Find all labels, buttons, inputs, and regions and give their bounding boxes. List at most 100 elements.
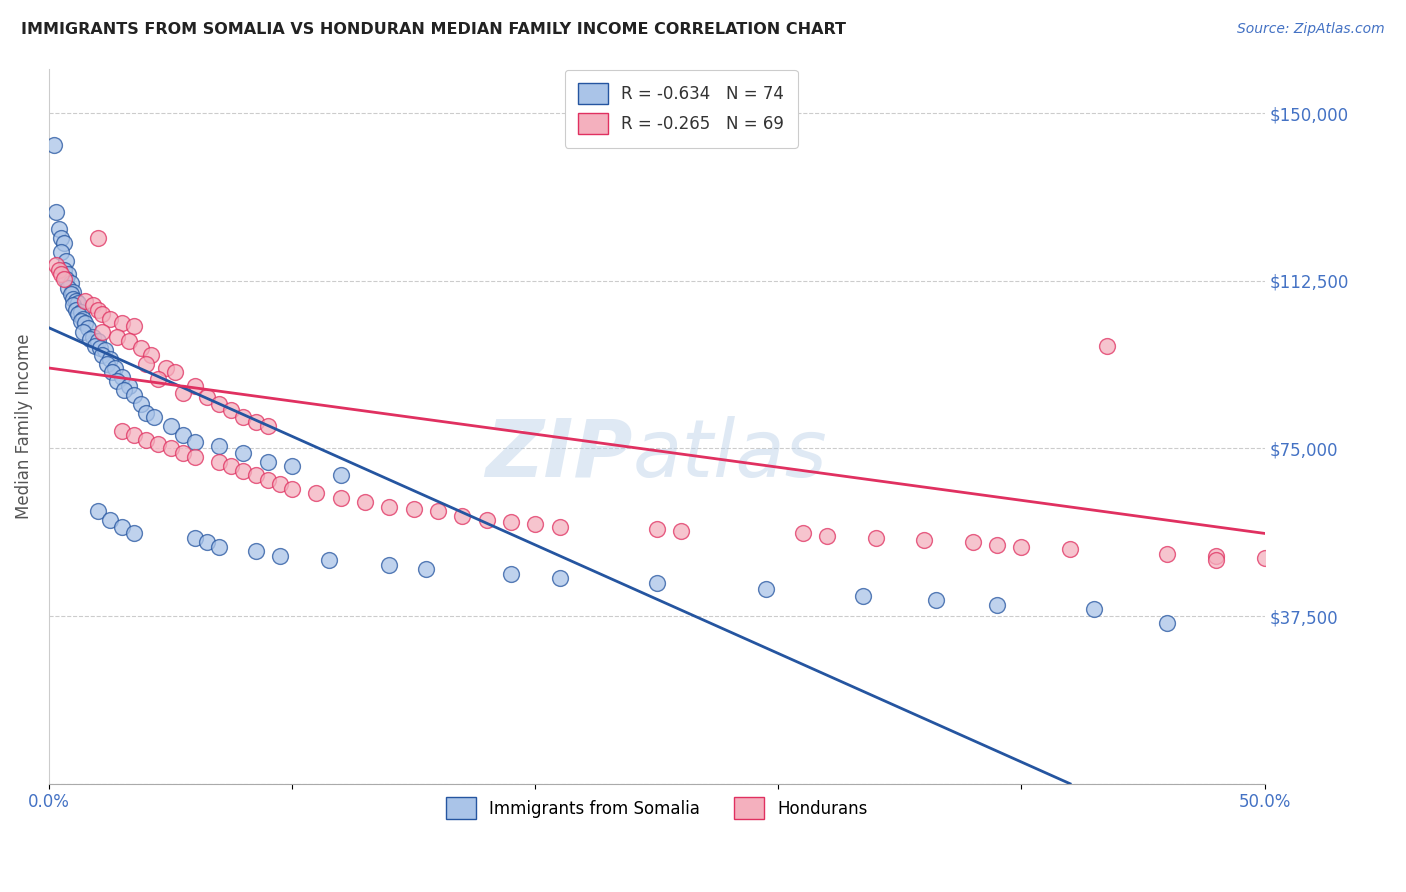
Point	[67, 307, 90, 321]
Point	[52, 235, 75, 250]
Point	[69, 305, 91, 319]
Point	[281, 459, 304, 474]
Point	[89, 341, 111, 355]
Point	[1156, 547, 1178, 561]
Point	[62, 298, 84, 312]
Point	[172, 446, 194, 460]
Point	[65, 302, 87, 317]
Point	[172, 428, 194, 442]
Point	[378, 558, 401, 572]
Point	[69, 314, 91, 328]
Point	[67, 296, 90, 310]
Point	[318, 553, 340, 567]
Point	[49, 267, 72, 281]
Point	[755, 582, 778, 597]
Point	[1011, 540, 1033, 554]
Legend: Immigrants from Somalia, Hondurans: Immigrants from Somalia, Hondurans	[440, 790, 875, 825]
Point	[75, 293, 97, 308]
Point	[111, 519, 134, 533]
Point	[645, 575, 668, 590]
Point	[451, 508, 474, 523]
Point	[499, 515, 522, 529]
Point	[912, 533, 935, 548]
Point	[111, 316, 134, 330]
Point	[104, 361, 127, 376]
Point	[172, 385, 194, 400]
Point	[986, 598, 1008, 612]
Point	[45, 258, 67, 272]
Point	[91, 325, 114, 339]
Point	[184, 434, 207, 449]
Point	[159, 442, 181, 456]
Point	[475, 513, 498, 527]
Point	[58, 267, 80, 281]
Point	[524, 517, 547, 532]
Point	[415, 562, 437, 576]
Point	[221, 403, 243, 417]
Point	[65, 293, 87, 308]
Point	[815, 528, 838, 542]
Point	[118, 334, 141, 349]
Point	[86, 302, 108, 317]
Point	[1156, 615, 1178, 630]
Point	[925, 593, 948, 607]
Point	[79, 332, 101, 346]
Point	[232, 464, 254, 478]
Point	[645, 522, 668, 536]
Text: ZIP: ZIP	[485, 416, 633, 494]
Point	[48, 262, 70, 277]
Point	[62, 292, 84, 306]
Point	[208, 439, 231, 453]
Point	[105, 329, 128, 343]
Point	[1253, 551, 1275, 566]
Point	[86, 231, 108, 245]
Point	[426, 504, 449, 518]
Point	[98, 352, 121, 367]
Point	[221, 459, 243, 474]
Point	[184, 450, 207, 465]
Point	[91, 307, 114, 321]
Point	[52, 262, 75, 277]
Text: IMMIGRANTS FROM SOMALIA VS HONDURAN MEDIAN FAMILY INCOME CORRELATION CHART: IMMIGRANTS FROM SOMALIA VS HONDURAN MEDI…	[21, 22, 846, 37]
Point	[245, 544, 267, 558]
Point	[232, 410, 254, 425]
Point	[101, 366, 124, 380]
Point	[42, 137, 65, 152]
Point	[91, 348, 114, 362]
Point	[1083, 602, 1105, 616]
Point	[72, 325, 94, 339]
Point	[184, 531, 207, 545]
Point	[122, 388, 145, 402]
Point	[49, 244, 72, 259]
Text: Source: ZipAtlas.com: Source: ZipAtlas.com	[1237, 22, 1385, 37]
Point	[76, 320, 98, 334]
Point	[195, 535, 218, 549]
Point	[111, 370, 134, 384]
Point	[281, 482, 304, 496]
Point	[155, 361, 177, 376]
Point	[55, 253, 77, 268]
Point	[378, 500, 401, 514]
Point	[82, 329, 104, 343]
Point	[86, 504, 108, 518]
Point	[72, 311, 94, 326]
Point	[112, 384, 135, 398]
Point	[1095, 339, 1118, 353]
Point	[245, 468, 267, 483]
Point	[148, 437, 170, 451]
Point	[499, 566, 522, 581]
Point	[131, 397, 153, 411]
Point	[548, 571, 571, 585]
Point	[329, 491, 352, 505]
Point	[49, 231, 72, 245]
Point	[195, 390, 218, 404]
Point	[135, 406, 157, 420]
Point	[269, 477, 291, 491]
Point	[986, 538, 1008, 552]
Point	[122, 526, 145, 541]
Point	[86, 334, 108, 349]
Point	[98, 311, 121, 326]
Point	[111, 424, 134, 438]
Point	[84, 339, 107, 353]
Point	[75, 316, 97, 330]
